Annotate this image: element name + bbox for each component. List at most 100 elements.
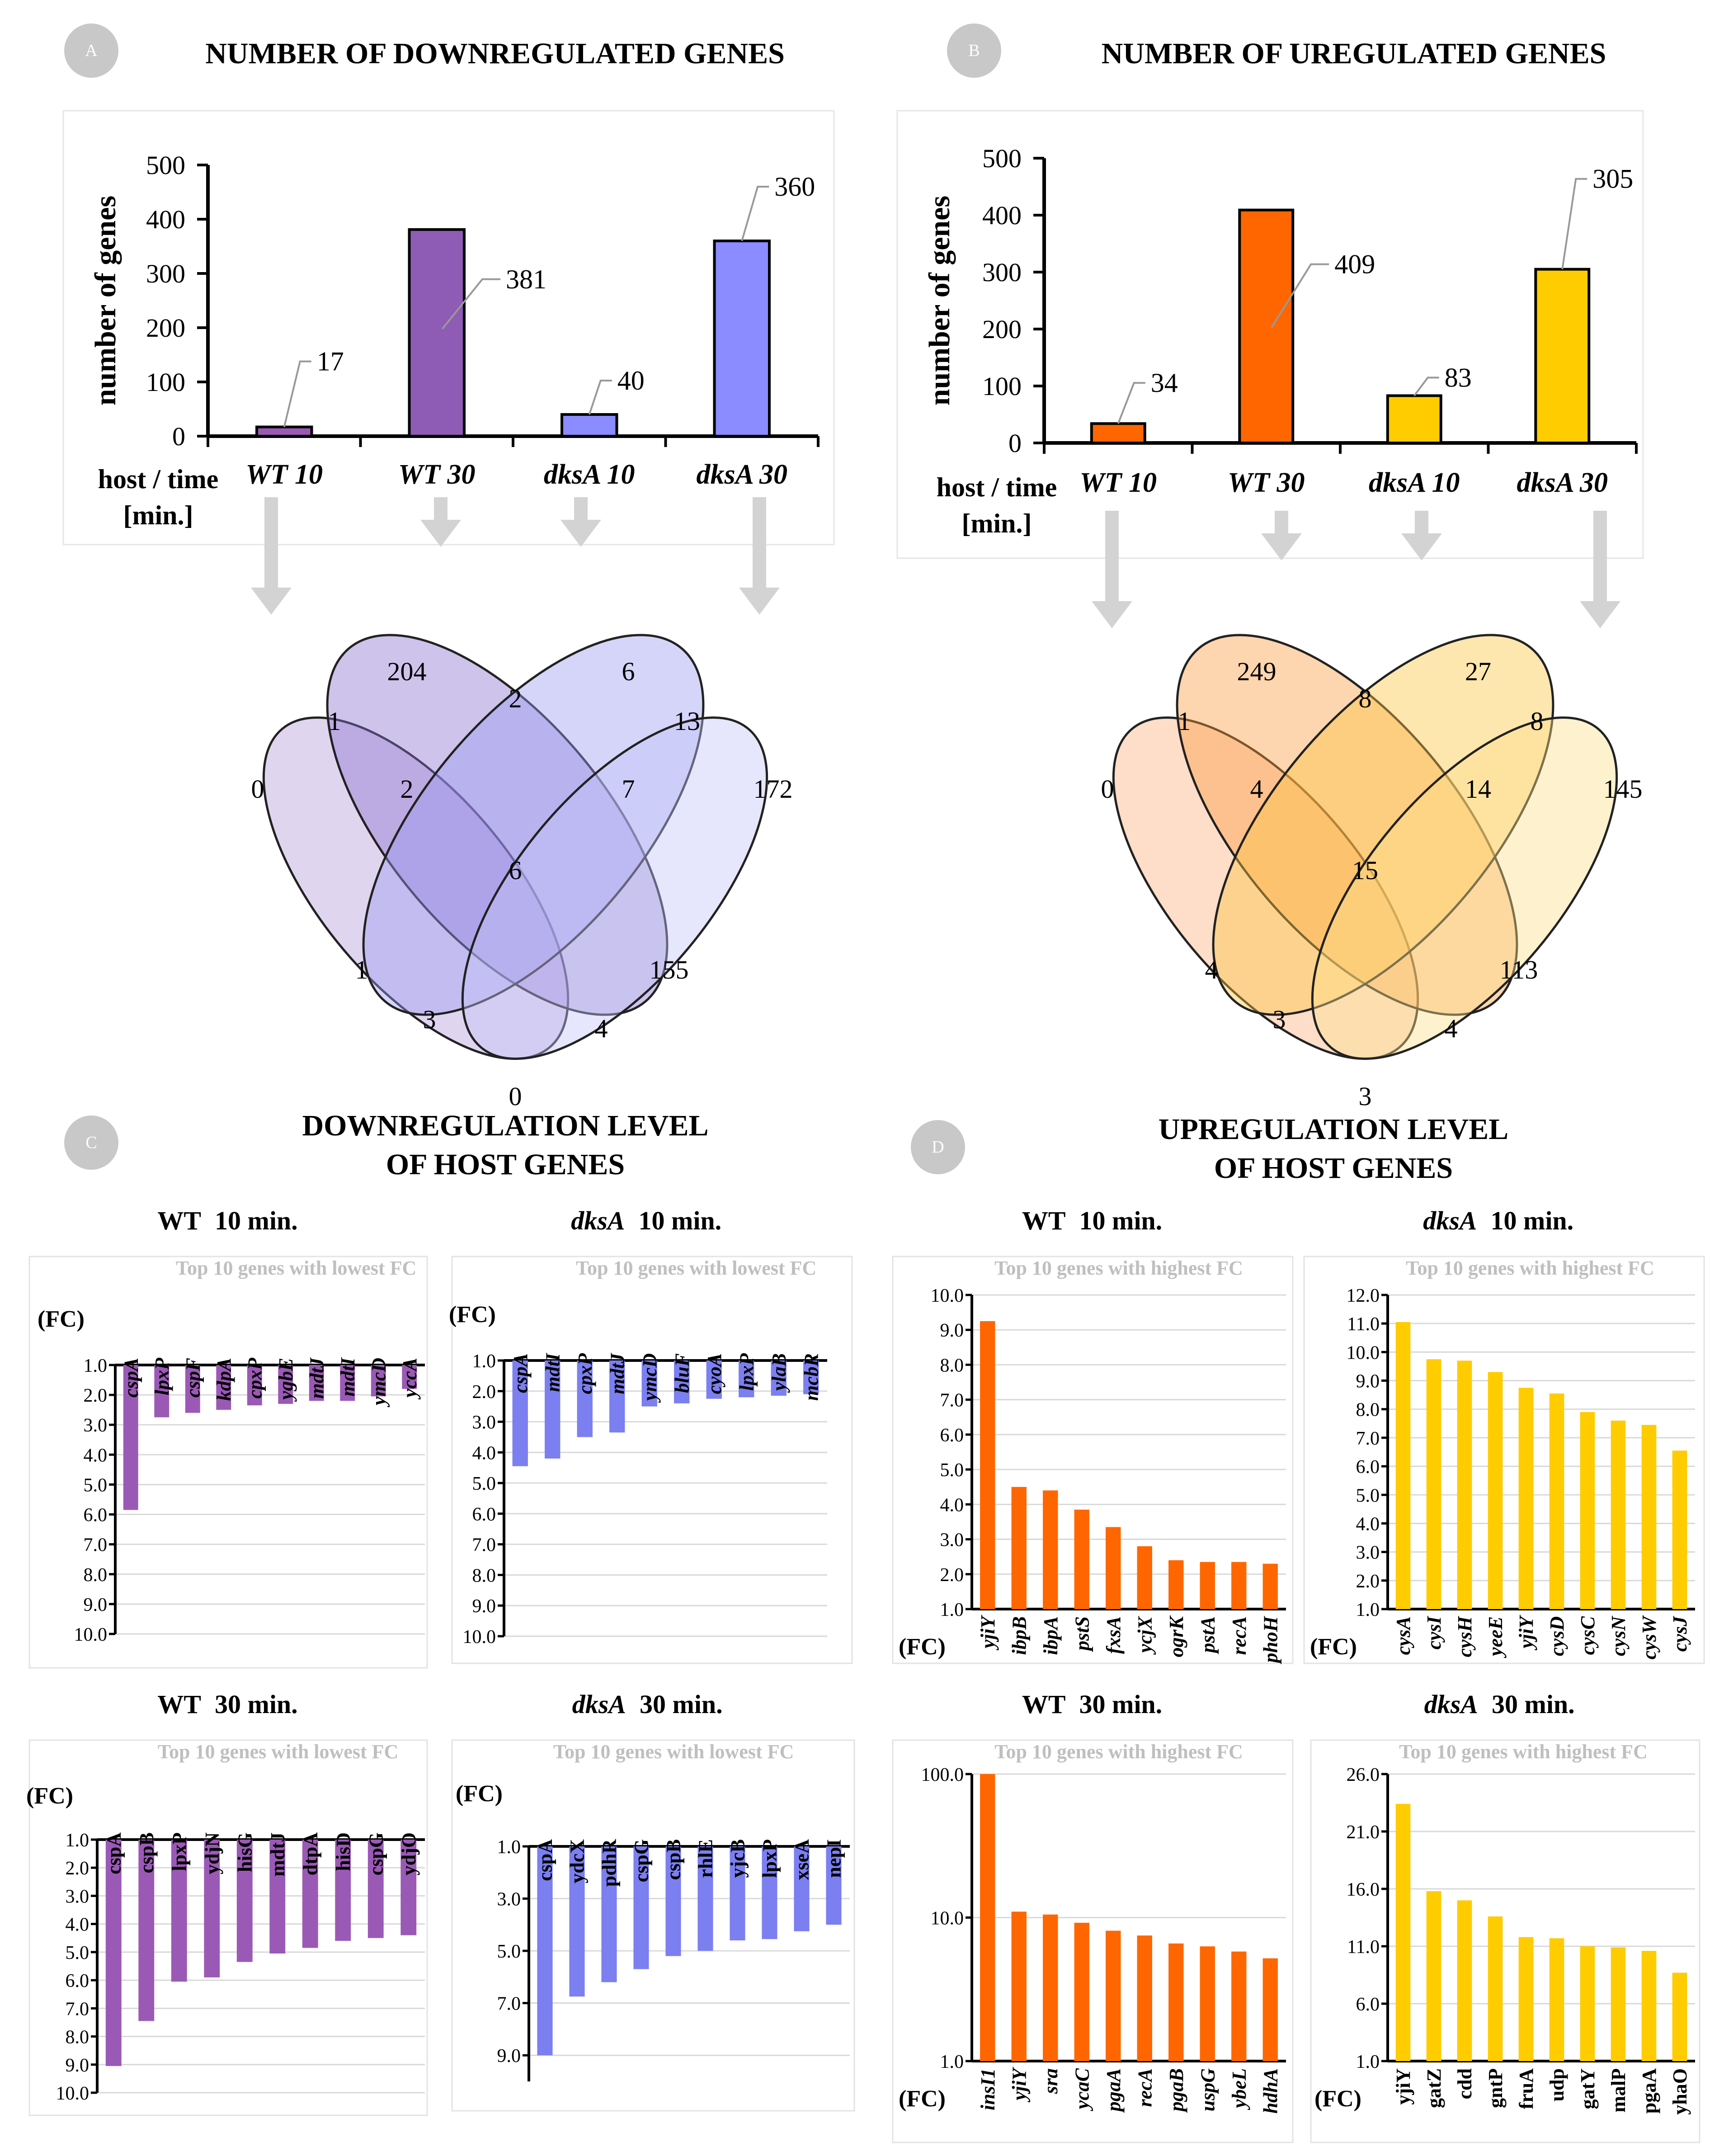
- y-tick-label: 4.0: [66, 1915, 89, 1935]
- venn-region-all: 6: [509, 856, 522, 885]
- x-category-label: bluF: [671, 1353, 693, 1393]
- bar-cysD: [1549, 1393, 1564, 1609]
- x-category-label: WT 30: [398, 459, 476, 490]
- panel-d-badge: D: [911, 1120, 965, 1174]
- venn-region-only_dksa30: 145: [1603, 774, 1643, 804]
- venn-region-wt10_dksa10_dksa30: 4: [595, 1014, 608, 1043]
- y-tick-label: 6.0: [940, 1425, 964, 1446]
- bar-lpxP: [739, 1360, 754, 1398]
- x-category-label: ogrK: [1165, 1615, 1187, 1657]
- bar-ycaC: [1074, 1922, 1089, 2061]
- bar-uspG: [1200, 1946, 1215, 2061]
- y-tick-label: 6.0: [66, 1971, 89, 1991]
- bar-cysJ: [1672, 1450, 1687, 1609]
- chart-subtitle: Top 10 genes with lowest FC: [576, 1257, 817, 1279]
- bar-dksa-10: [561, 413, 618, 438]
- up_counts-chart: 0 100 200 300 400 500 WT 10 34 WT 30 409 dksA 10 83…: [923, 144, 1638, 538]
- chart-title-host: WT: [1022, 1690, 1066, 1719]
- arrow-head: [1092, 601, 1132, 628]
- x-category-label: udp: [1546, 2068, 1568, 2101]
- y-tick-label: 8.0: [66, 2027, 89, 2048]
- x-category-label: recA: [1228, 1616, 1250, 1655]
- bar-yjiY: [1395, 1804, 1411, 2061]
- x-category-label: cysC: [1577, 1616, 1599, 1655]
- d3-chart: WT 30 min. Top 10 genes with highest FC 1.0…: [892, 1690, 1294, 2143]
- y-tick-label: 2.0: [84, 1385, 108, 1406]
- x-category-label: mdtI: [542, 1352, 564, 1392]
- callout-line: [1561, 178, 1587, 269]
- chart-title-host: dksA: [571, 1206, 625, 1235]
- y-tick-label: 7.0: [1356, 1428, 1380, 1449]
- venn-region-only_dksa30: 172: [754, 774, 793, 804]
- callout-line: [1413, 377, 1439, 396]
- x-category-label: lpxP: [168, 1832, 190, 1871]
- y-tick-label: 0: [172, 422, 185, 451]
- arrow-head: [739, 588, 780, 615]
- bar-cpxP: [577, 1360, 593, 1437]
- y-tick-label: 10.0: [74, 1624, 108, 1645]
- bar-value-label: 409: [1334, 249, 1375, 279]
- callout-line: [1117, 382, 1145, 424]
- bar-wt-10: [255, 425, 313, 438]
- y-tick-label: 7.0: [472, 1535, 496, 1556]
- x-category-label: cysD: [1546, 1616, 1568, 1656]
- y-tick-label: 5.0: [497, 1941, 521, 1962]
- bar-cspF: [185, 1365, 200, 1413]
- y-tick-label: 10.0: [931, 1285, 964, 1306]
- chart-title-time: 10 min.: [1491, 1206, 1574, 1235]
- y-tick-label: 5.0: [84, 1475, 108, 1496]
- x-category-label: pstS: [1071, 1616, 1093, 1652]
- x-category-label: cpxP: [244, 1357, 266, 1399]
- bar-cspB: [665, 1846, 681, 1956]
- arrow-head: [1261, 533, 1302, 560]
- arrow-head: [251, 588, 292, 615]
- bar-wt-30: [408, 228, 466, 438]
- bar-cpxP: [247, 1365, 262, 1406]
- bar-yjcB: [730, 1846, 745, 1940]
- y-tick-label: 12.0: [1347, 1285, 1380, 1306]
- panel-c-letter: C: [85, 1133, 97, 1152]
- y-axis-title: (FC): [26, 1783, 73, 1809]
- y-tick-label: 8.0: [940, 1355, 964, 1376]
- bar-ydjO: [400, 1840, 417, 1935]
- venn-region-wt30_dksa10: 2: [509, 684, 522, 713]
- x-category-label: ycaC: [1071, 2068, 1093, 2111]
- venn-region-wt30_dksa10_dksa30: 14: [1465, 774, 1491, 804]
- x-category-label: ymcD: [639, 1353, 661, 1403]
- x-category-label: pdhR: [598, 1839, 621, 1887]
- d1-chart: WT 10 min. Top 10 genes with highest FC 1.0…: [892, 1206, 1294, 1665]
- x-category-label: WT 10: [1080, 467, 1157, 498]
- y-tick-label: 5.0: [940, 1460, 964, 1481]
- venn-region-only_wt10: 0: [1101, 774, 1114, 804]
- panel-a-letter: A: [85, 41, 98, 60]
- x-category-label: cspA: [120, 1358, 142, 1398]
- x-category-label: WT 30: [1228, 467, 1305, 498]
- y-tick-label: 1.0: [1356, 2052, 1380, 2072]
- bar-cspB: [138, 1840, 155, 2021]
- chart-title-host: WT: [1022, 1206, 1066, 1235]
- x-category-label: ibpB: [1008, 1616, 1030, 1655]
- bar-mdtJ: [269, 1840, 286, 1954]
- y-tick-label: 500: [982, 144, 1022, 173]
- bar-nepI: [826, 1846, 842, 1925]
- venn-region-only_wt30: 204: [387, 657, 427, 686]
- x-category-label: yhaO: [1669, 2068, 1691, 2115]
- bar-ymcD: [371, 1365, 386, 1397]
- y-tick-label: 100: [982, 372, 1022, 401]
- bar-malP: [1611, 1947, 1626, 2061]
- y-tick-label: 11.0: [1347, 1937, 1380, 1958]
- y-tick-label: 10.0: [1347, 1342, 1380, 1363]
- venn-region-wt30_dksa30: 155: [650, 955, 689, 984]
- y-tick-label: 21.0: [1347, 1822, 1380, 1843]
- arrow-head: [561, 520, 601, 547]
- x-category-label: sra: [1040, 2068, 1062, 2094]
- venn-region-wt10_wt30_dksa10: 2: [400, 774, 414, 804]
- x-category-label: lpxP: [735, 1353, 758, 1391]
- bar-lpxP: [154, 1365, 170, 1417]
- bar-mcbR: [803, 1360, 819, 1394]
- chart-frame: [28, 1256, 428, 1669]
- bar-fxsA: [1106, 1527, 1121, 1609]
- c1-chart: WT 10 min. Top 10 genes with lowest FC 1.0 2…: [28, 1206, 428, 1669]
- bar-cysN: [1611, 1421, 1626, 1609]
- x-category-label: pgaB: [1165, 2068, 1187, 2113]
